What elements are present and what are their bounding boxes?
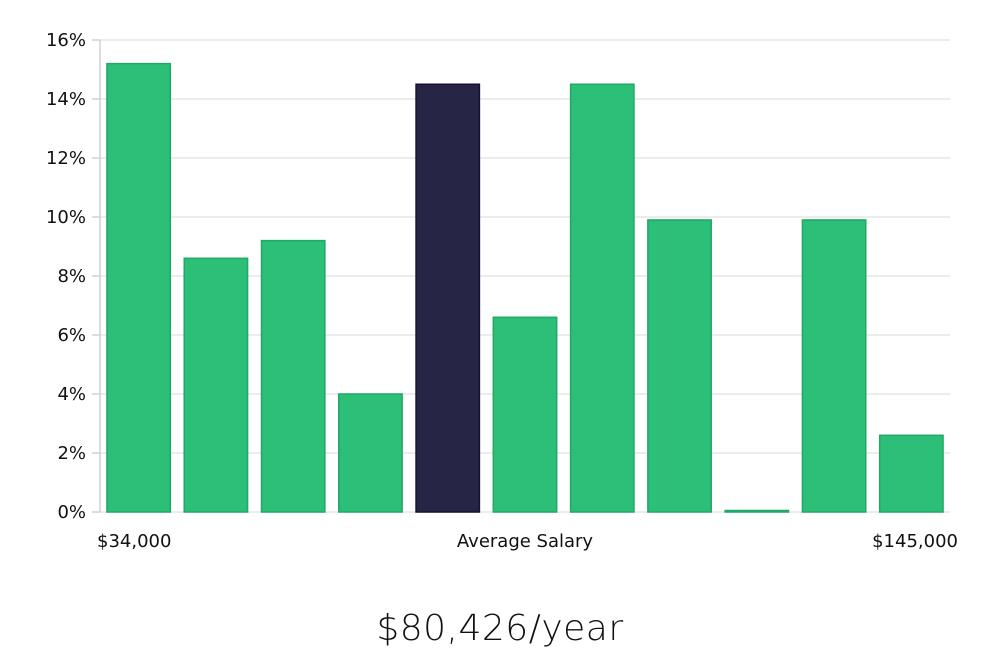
y-tick-label: 2% <box>57 443 86 464</box>
y-tick-label: 8% <box>57 266 86 287</box>
bar <box>492 316 558 513</box>
y-tick-label: 10% <box>46 207 86 228</box>
y-axis-ticks: 0% 2% 4% 6% 8% 10% 12% 14% 16% <box>46 30 100 523</box>
bar <box>724 509 790 513</box>
salary-histogram: 0% 2% 4% 6% 8% 10% 12% 14% 16% $34,000 Average S… <box>46 30 958 552</box>
bar <box>801 219 867 513</box>
bar <box>106 62 172 513</box>
bar <box>338 393 403 513</box>
y-tick-label: 16% <box>46 30 86 51</box>
bars <box>106 62 944 513</box>
x-label-average: Average Salary <box>457 531 594 552</box>
y-tick-label: 0% <box>57 502 86 523</box>
y-tick-label: 12% <box>46 148 86 169</box>
x-label-min: $34,000 <box>97 531 171 552</box>
average-salary-value: $80,426/year <box>376 608 624 649</box>
bar-average-salary <box>415 83 481 513</box>
y-tick-label: 4% <box>57 384 86 405</box>
bar <box>569 83 635 513</box>
bar <box>260 239 326 513</box>
bar <box>647 219 712 513</box>
y-tick-label: 6% <box>57 325 86 346</box>
x-label-max: $145,000 <box>872 531 958 552</box>
bar <box>183 257 249 513</box>
bar <box>878 434 944 513</box>
y-tick-label: 14% <box>46 89 86 110</box>
